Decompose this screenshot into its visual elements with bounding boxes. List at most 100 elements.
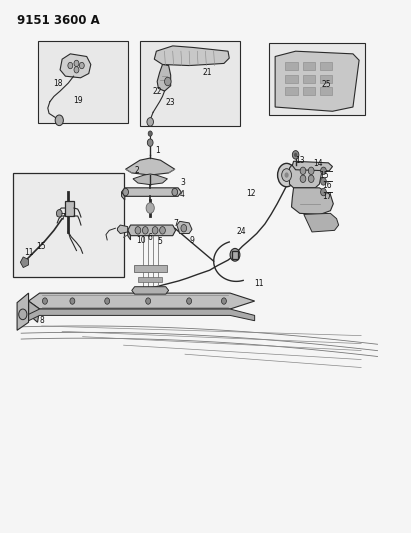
Polygon shape	[118, 225, 128, 233]
Circle shape	[147, 118, 153, 126]
FancyBboxPatch shape	[302, 87, 315, 95]
Text: 2: 2	[135, 166, 139, 175]
FancyBboxPatch shape	[302, 75, 315, 83]
Polygon shape	[289, 165, 322, 188]
FancyBboxPatch shape	[138, 277, 162, 282]
Circle shape	[321, 167, 326, 174]
Polygon shape	[133, 174, 167, 184]
FancyBboxPatch shape	[285, 75, 298, 83]
Circle shape	[135, 227, 141, 234]
Polygon shape	[128, 225, 175, 236]
Text: 8: 8	[39, 316, 44, 325]
Circle shape	[294, 153, 297, 157]
Circle shape	[164, 77, 171, 86]
Polygon shape	[291, 188, 333, 214]
Circle shape	[146, 203, 154, 213]
Text: 1: 1	[155, 146, 160, 155]
Text: 5: 5	[157, 237, 162, 246]
Text: 25: 25	[321, 79, 330, 88]
Polygon shape	[126, 158, 175, 175]
Polygon shape	[154, 46, 229, 66]
Circle shape	[321, 177, 326, 185]
FancyBboxPatch shape	[232, 251, 238, 259]
FancyBboxPatch shape	[320, 62, 332, 70]
Text: 21: 21	[203, 68, 212, 77]
Text: 24: 24	[236, 228, 246, 237]
Text: 9151 3600 A: 9151 3600 A	[17, 14, 100, 27]
Circle shape	[74, 67, 79, 73]
Polygon shape	[21, 257, 28, 268]
Circle shape	[159, 227, 165, 234]
Polygon shape	[122, 192, 125, 200]
FancyBboxPatch shape	[320, 87, 332, 95]
Text: 9: 9	[190, 237, 195, 246]
Polygon shape	[132, 287, 169, 294]
Text: 17: 17	[322, 192, 332, 201]
Text: 6: 6	[147, 233, 152, 243]
Circle shape	[55, 115, 63, 126]
FancyBboxPatch shape	[269, 43, 365, 115]
Circle shape	[105, 298, 110, 304]
Circle shape	[68, 62, 73, 69]
Circle shape	[145, 298, 150, 304]
Circle shape	[181, 224, 187, 232]
Text: 11: 11	[24, 248, 34, 257]
Polygon shape	[17, 293, 28, 330]
Text: 15: 15	[36, 242, 46, 251]
FancyBboxPatch shape	[134, 265, 166, 272]
Text: 3: 3	[180, 178, 185, 187]
Circle shape	[308, 175, 314, 182]
Polygon shape	[157, 64, 171, 91]
Circle shape	[277, 164, 296, 187]
Circle shape	[152, 227, 158, 234]
Polygon shape	[177, 221, 192, 233]
Circle shape	[172, 188, 178, 196]
Text: 11: 11	[255, 279, 264, 288]
Text: 23: 23	[165, 98, 175, 107]
FancyBboxPatch shape	[65, 201, 74, 216]
Text: 10: 10	[136, 237, 145, 246]
Circle shape	[300, 167, 306, 174]
Text: 16: 16	[322, 181, 332, 190]
Text: 15: 15	[319, 171, 329, 180]
Polygon shape	[292, 161, 332, 171]
Polygon shape	[128, 230, 131, 240]
Circle shape	[308, 167, 314, 174]
Circle shape	[42, 298, 47, 304]
Polygon shape	[28, 301, 39, 322]
Text: 19: 19	[74, 95, 83, 104]
Circle shape	[147, 139, 153, 147]
Circle shape	[321, 188, 326, 196]
FancyBboxPatch shape	[140, 41, 240, 126]
Circle shape	[284, 172, 289, 177]
Circle shape	[143, 227, 148, 234]
Circle shape	[74, 60, 79, 67]
Text: 18: 18	[53, 78, 62, 87]
Text: 14: 14	[313, 159, 323, 168]
Circle shape	[70, 298, 75, 304]
Circle shape	[292, 151, 299, 159]
FancyBboxPatch shape	[285, 87, 298, 95]
Text: 12: 12	[247, 189, 256, 198]
Polygon shape	[28, 309, 255, 321]
Text: 7: 7	[173, 220, 178, 229]
Circle shape	[300, 175, 306, 182]
Circle shape	[282, 168, 291, 181]
FancyBboxPatch shape	[285, 62, 298, 70]
Circle shape	[79, 62, 84, 69]
Circle shape	[222, 298, 226, 304]
Polygon shape	[304, 213, 339, 232]
FancyBboxPatch shape	[13, 173, 124, 277]
Circle shape	[56, 209, 62, 217]
Circle shape	[123, 188, 129, 196]
FancyBboxPatch shape	[37, 41, 128, 123]
Text: 22: 22	[152, 86, 162, 95]
FancyBboxPatch shape	[302, 62, 315, 70]
Polygon shape	[275, 51, 359, 111]
Polygon shape	[60, 54, 91, 78]
FancyBboxPatch shape	[320, 75, 332, 83]
Circle shape	[19, 309, 27, 320]
Polygon shape	[122, 188, 181, 196]
Text: 13: 13	[296, 156, 305, 165]
Circle shape	[230, 248, 240, 261]
